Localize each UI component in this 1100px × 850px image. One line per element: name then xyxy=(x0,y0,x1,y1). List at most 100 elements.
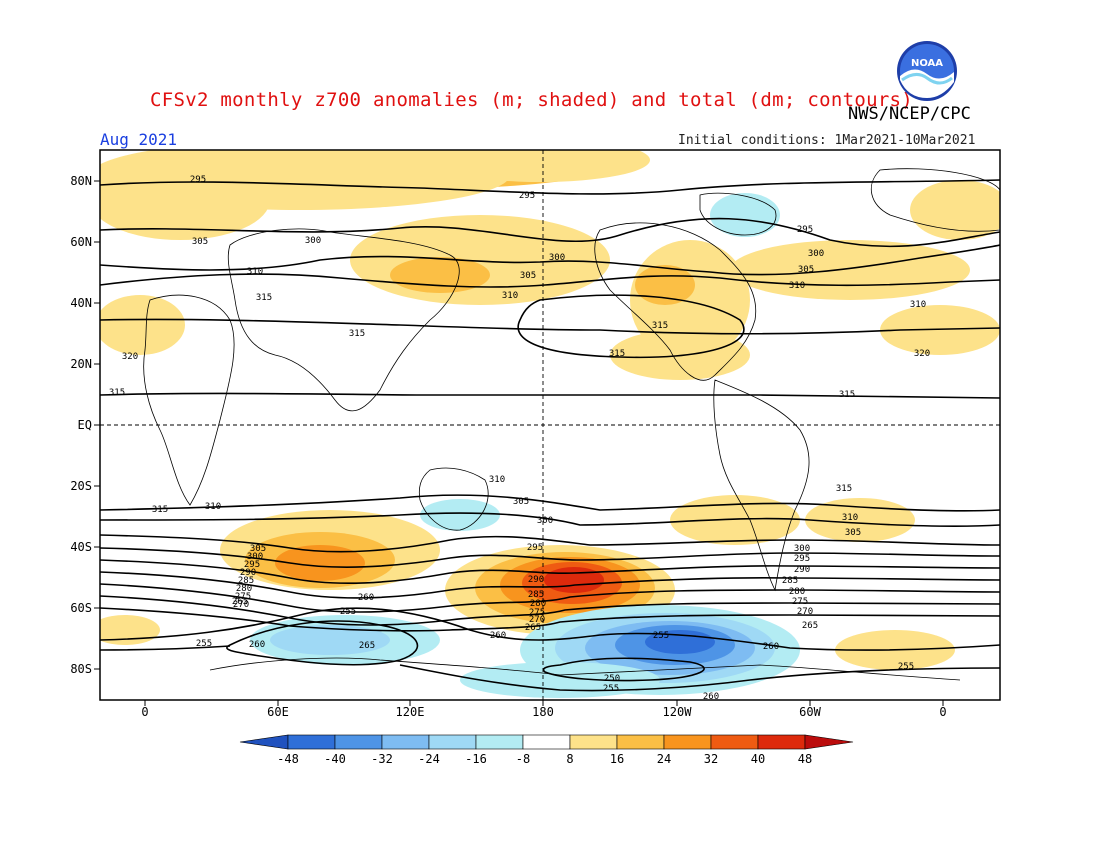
contour-label: 295 xyxy=(794,554,810,564)
contour-label: 285 xyxy=(782,576,798,586)
contour-label: 305 xyxy=(513,497,529,507)
lat-label-60n: 60N xyxy=(70,235,92,249)
contour-label: 310 xyxy=(489,475,505,485)
contour-label: 260 xyxy=(358,593,374,603)
lon-label-60w: 60W xyxy=(799,705,821,719)
contour-label: 315 xyxy=(652,321,668,331)
contour-label: 300 xyxy=(247,552,263,562)
noaa-logo-text: NOAA xyxy=(911,58,943,69)
lat-label-40s: 40S xyxy=(70,540,92,554)
contour-label: 265 xyxy=(525,623,541,633)
contour-label: 305 xyxy=(520,271,536,281)
lon-label-0: 0 xyxy=(141,705,148,719)
lat-label-eq: EQ xyxy=(78,418,92,432)
contour-label: 260 xyxy=(249,640,265,650)
lat-label-40n: 40N xyxy=(70,296,92,310)
contour-label: 310 xyxy=(910,300,926,310)
contour-label: 285 xyxy=(238,576,254,586)
colorbar-swatch xyxy=(522,734,571,750)
lon-label-180: 180 xyxy=(532,705,554,719)
lon-label-60e: 60E xyxy=(267,705,289,719)
coastlines xyxy=(143,168,1000,681)
contour-label: 280 xyxy=(789,587,805,597)
contour-label: 280 xyxy=(236,584,252,594)
contour-label: 320 xyxy=(914,349,930,359)
contour-label: 255 xyxy=(603,684,619,694)
contour-label: 300 xyxy=(808,249,824,259)
lat-label-60s: 60S xyxy=(70,601,92,615)
contour-label: 255 xyxy=(196,639,212,649)
contour-label: 260 xyxy=(763,642,779,652)
latitude-axis: 80N 60N 40N 20N EQ 20S 40S 60S 80S xyxy=(70,174,100,676)
contour-label: 255 xyxy=(340,607,356,617)
contour-label: 250 xyxy=(604,674,620,684)
colorbar-tick-label: -48 xyxy=(277,752,299,766)
contour-label: 265 xyxy=(232,597,248,607)
agency-label: NWS/NCEP/CPC xyxy=(848,104,971,124)
contour-label: 300 xyxy=(537,516,553,526)
longitude-axis: 0 60E 120E 180 120W 60W 0 xyxy=(141,700,947,719)
colorbar-tick-label: -8 xyxy=(516,752,530,766)
colorbar-tick-label: 16 xyxy=(610,752,624,766)
colorbar-swatch xyxy=(334,734,383,750)
colorbar-tick-label: -24 xyxy=(418,752,440,766)
contour-label: 315 xyxy=(349,329,365,339)
colorbar-tick-label: 32 xyxy=(704,752,718,766)
contour-label: 275 xyxy=(235,592,251,602)
lat-label-20s: 20S xyxy=(70,479,92,493)
colorbar-swatch xyxy=(381,734,430,750)
contour-label: 315 xyxy=(836,484,852,494)
contour-label: 255 xyxy=(898,662,914,672)
contour-label: 270 xyxy=(233,600,249,610)
contour-label: 315 xyxy=(256,293,272,303)
initial-conditions: Initial conditions: 1Mar2021-10Mar2021 xyxy=(678,133,976,148)
colorbar-tick-label: 40 xyxy=(751,752,765,766)
colorbar-swatch xyxy=(287,734,336,750)
lat-label-80n: 80N xyxy=(70,174,92,188)
chart-title: CFSv2 monthly z700 anomalies (m; shaded)… xyxy=(150,89,914,111)
shaded-anomalies xyxy=(100,150,1000,698)
colorbar-swatch xyxy=(475,734,524,750)
colorbar-swatch xyxy=(663,734,712,750)
lat-label-80s: 80S xyxy=(70,662,92,676)
contour-label: 300 xyxy=(305,236,321,246)
contour-label: 295 xyxy=(527,543,543,553)
contour-label: 290 xyxy=(240,568,256,578)
contour-label: 295 xyxy=(244,560,260,570)
contour-label: 260 xyxy=(490,631,506,641)
contour-label: 285 xyxy=(528,590,544,600)
contour-label: 300 xyxy=(794,544,810,554)
reference-lines xyxy=(100,150,1000,700)
contour-label: 270 xyxy=(529,615,545,625)
contour-label: 265 xyxy=(802,621,818,631)
colorbar-tick-label: 8 xyxy=(566,752,573,766)
colorbar-swatch xyxy=(569,734,618,750)
contour-label: 260 xyxy=(703,692,719,702)
contour-label: 290 xyxy=(528,575,544,585)
anomaly-neg-greenland xyxy=(710,193,780,237)
contour-label: 310 xyxy=(789,281,805,291)
contour-label: 265 xyxy=(359,641,375,651)
contour-label: 275 xyxy=(529,608,545,618)
lon-label-120w: 120W xyxy=(663,705,693,719)
noaa-logo: NOAA xyxy=(897,41,957,101)
colorbar-swatch xyxy=(428,734,477,750)
colorbar-tick-label: 48 xyxy=(798,752,812,766)
colorbar-swatch xyxy=(710,734,759,750)
contour-label: 320 xyxy=(122,352,138,362)
colorbar-tick-label: 24 xyxy=(657,752,671,766)
lon-label-120e: 120E xyxy=(396,705,425,719)
contour-label: 290 xyxy=(794,565,810,575)
contour-label: 310 xyxy=(247,267,263,277)
colorbar-arrow-left xyxy=(239,734,289,750)
colorbar-tick-label: -40 xyxy=(324,752,346,766)
lon-label-0-east: 0 xyxy=(939,705,946,719)
colorbar: -48 -40 -32 -24 -16 -8 8 16 24 32 40 48 xyxy=(239,734,854,766)
contour-label: 305 xyxy=(192,237,208,247)
contour-label: 315 xyxy=(109,388,125,398)
contour-label: 295 xyxy=(190,175,206,185)
contour-label: 295 xyxy=(797,225,813,235)
lat-label-20n: 20N xyxy=(70,357,92,371)
contour-label: 315 xyxy=(609,349,625,359)
